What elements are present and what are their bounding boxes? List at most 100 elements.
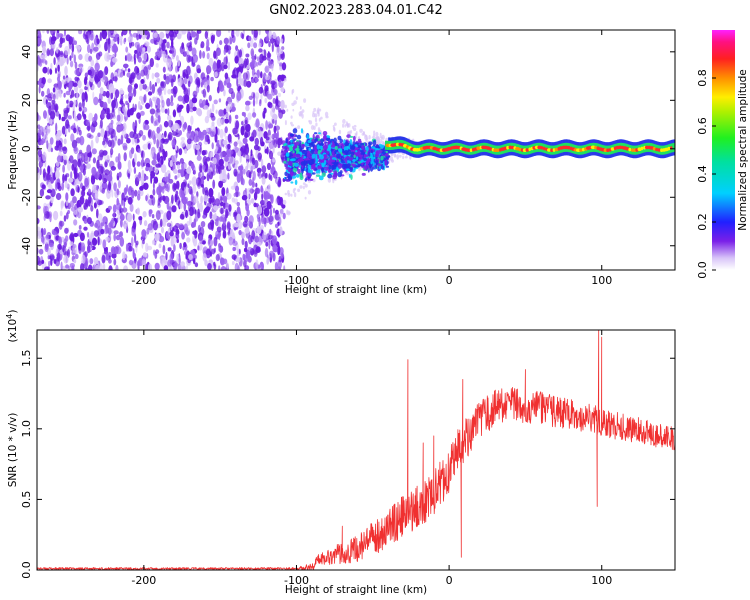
noise-speck <box>126 53 133 62</box>
onset-speck <box>285 152 290 157</box>
halo-speck <box>301 109 305 113</box>
noise-speck <box>259 136 264 147</box>
onset-speck <box>384 159 388 166</box>
noise-speck <box>258 216 261 227</box>
noise-speck <box>206 85 210 93</box>
noise-speck <box>127 212 132 223</box>
noise-speck <box>46 140 49 150</box>
onset-speck <box>360 152 365 155</box>
noise-speck <box>225 211 230 216</box>
noise-speck <box>151 239 156 245</box>
noise-speck <box>234 210 237 216</box>
noise-speck <box>62 155 68 161</box>
figure-title: GN02.2023.283.04.01.C42 <box>269 3 443 18</box>
onset-speck <box>297 158 301 162</box>
noise-speck <box>177 233 180 241</box>
noise-speck <box>228 49 231 55</box>
noise-speck <box>87 69 92 76</box>
halo-speck <box>365 138 368 142</box>
halo-speck <box>313 107 317 112</box>
noise-speck <box>200 41 205 49</box>
noise-speck <box>50 62 53 70</box>
noise-speck <box>102 70 106 81</box>
noise-speck <box>142 134 147 141</box>
noise-speck <box>149 108 156 115</box>
noise-speck <box>83 77 88 86</box>
noise-speck <box>147 91 153 96</box>
noise-speck <box>137 30 140 35</box>
noise-speck <box>274 261 278 270</box>
noise-speck <box>215 254 220 262</box>
noise-speck <box>266 146 269 155</box>
noise-speck <box>276 130 279 140</box>
noise-speck <box>81 152 85 163</box>
noise-speck <box>202 186 205 195</box>
noise-speck <box>166 183 170 193</box>
onset-speck <box>289 133 294 137</box>
noise-speck <box>60 142 63 148</box>
noise-speck <box>196 155 202 162</box>
noise-speck <box>48 260 51 267</box>
noise-speck <box>182 194 185 200</box>
noise-speck <box>149 57 154 68</box>
noise-speck <box>133 53 136 61</box>
noise-speck <box>163 150 167 161</box>
noise-speck <box>142 211 147 218</box>
noise-speck <box>245 53 250 58</box>
noise-speck <box>235 30 240 37</box>
noise-speck <box>205 206 211 212</box>
noise-speck <box>170 95 174 103</box>
noise-speck <box>59 210 63 217</box>
noise-speck <box>55 258 60 267</box>
noise-speck <box>188 87 190 96</box>
noise-speck <box>198 202 203 213</box>
noise-speck <box>154 82 157 87</box>
noise-speck <box>277 143 281 149</box>
halo-speck <box>320 116 323 120</box>
noise-speck <box>79 195 85 205</box>
noise-speck <box>248 35 252 42</box>
noise-speck <box>69 55 72 61</box>
noise-speck <box>153 32 158 39</box>
noise-speck <box>61 116 64 122</box>
noise-speck <box>139 189 144 197</box>
noise-speck <box>116 246 122 255</box>
noise-speck <box>69 262 76 269</box>
noise-speck <box>151 159 157 166</box>
noise-speck <box>161 186 165 194</box>
noise-speck <box>160 158 164 165</box>
noise-speck <box>271 164 275 174</box>
noise-speck <box>207 263 212 270</box>
noise-speck <box>166 41 170 49</box>
noise-speck <box>125 243 129 252</box>
halo-speck <box>286 108 289 112</box>
onset-speck <box>374 151 380 158</box>
onset-speck <box>287 173 291 179</box>
noise-speck <box>207 222 214 230</box>
onset-speck <box>331 165 335 170</box>
noise-speck <box>255 259 259 269</box>
noise-speck <box>269 250 274 258</box>
noise-speck <box>90 139 94 150</box>
noise-speck <box>258 42 262 48</box>
noise-speck <box>50 30 56 36</box>
noise-speck <box>68 125 71 133</box>
noise-speck <box>105 90 110 98</box>
onset-speck <box>296 134 302 140</box>
noise-speck <box>89 33 94 41</box>
noise-speck <box>178 148 183 156</box>
noise-speck <box>134 65 139 75</box>
noise-speck <box>158 46 162 51</box>
noise-speck <box>92 157 96 164</box>
noise-speck <box>268 239 271 250</box>
noise-speck <box>159 218 163 228</box>
noise-speck <box>49 137 54 145</box>
noise-speck <box>263 112 266 119</box>
noise-speck <box>276 228 280 236</box>
noise-speck <box>78 225 82 230</box>
noise-speck <box>270 194 274 204</box>
noise-speck <box>39 166 42 176</box>
noise-speck <box>66 56 69 65</box>
noise-speck <box>102 140 106 146</box>
noise-speck <box>275 95 279 105</box>
